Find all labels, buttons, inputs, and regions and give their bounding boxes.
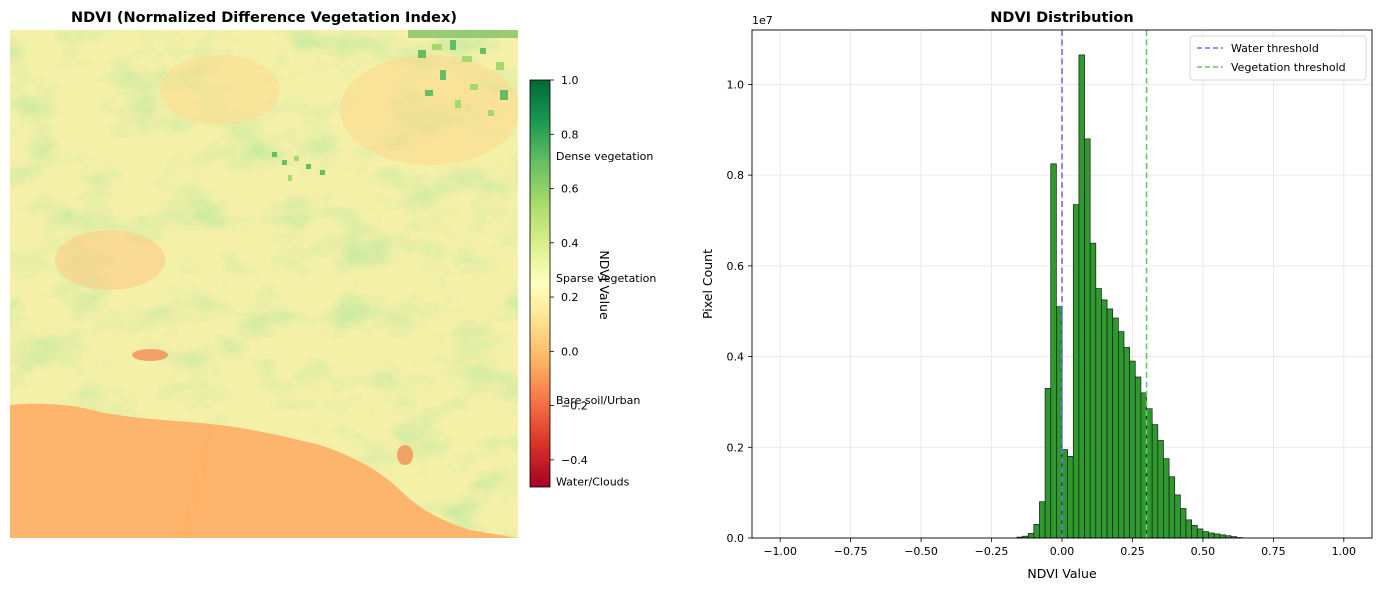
legend-water-label: Water threshold — [1231, 42, 1319, 55]
histogram-bar — [1123, 347, 1130, 539]
histogram-bar — [1095, 288, 1102, 539]
colorbar-annotation: Bare soil/Urban — [556, 394, 640, 407]
histogram-bar — [1174, 494, 1181, 539]
histogram-bar — [1191, 524, 1198, 539]
y-scale-label: 1e7 — [752, 14, 773, 27]
colorbar-ticks: −0.4 −0.2 0.0 0.2 0.4 0.6 0.8 1.0 — [550, 74, 588, 467]
histogram-bar — [1112, 317, 1119, 539]
x-tick-label: 1.00 — [1332, 545, 1357, 558]
colorbar: −0.4 −0.2 0.0 0.2 0.4 0.6 0.8 1.0 Dense vegetat… — [529, 74, 656, 489]
histogram-bar — [1151, 424, 1159, 539]
histogram-bar — [1078, 54, 1085, 539]
x-tick-label: 0.25 — [1120, 545, 1145, 558]
ocean-area — [10, 403, 518, 538]
x-axis-ticks: −1.00 −0.75 −0.50 −0.25 0.00 0.25 0.50 0.75 1.00 — [763, 538, 1356, 558]
histogram-bar — [1044, 387, 1052, 539]
histogram-bar — [1072, 204, 1080, 539]
histogram-bar — [1180, 508, 1187, 539]
colorbar-annotation: Water/Clouds — [556, 476, 630, 489]
histogram-bar — [1202, 531, 1209, 539]
legend: Water threshold Vegetation threshold — [1189, 35, 1367, 81]
y-tick-label: 0.2 — [727, 441, 745, 454]
colorbar-tick-label: 1.0 — [561, 74, 579, 87]
colorbar-gradient — [529, 79, 551, 488]
y-axis-ticks: 0.0 0.2 0.4 0.6 0.8 1.0 — [727, 78, 752, 545]
histogram-title: NDVI Distribution — [990, 10, 1133, 26]
x-tick-label: 0.00 — [1050, 545, 1075, 558]
threshold-lines — [1061, 30, 1148, 538]
colorbar-tick-label: 0.6 — [561, 183, 579, 196]
x-axis-label: NDVI Value — [1027, 566, 1097, 581]
colorbar-tick-label: 0.2 — [561, 291, 579, 304]
histogram-panel: NDVI Distribution −1.00 −0.75 −0.50 −0.25 0.… — [700, 10, 1373, 581]
map-title: NDVI (Normalized Difference Vegetation I… — [71, 10, 457, 26]
colorbar-annotation: Sparse vegetation — [556, 272, 656, 285]
ndvi-map-image — [10, 30, 518, 538]
histogram-bar — [1050, 163, 1057, 539]
histogram-bar — [1157, 440, 1164, 539]
histogram-bar — [1168, 476, 1176, 539]
colorbar-tick-label: −0.4 — [561, 454, 588, 467]
histogram-bar — [1213, 533, 1221, 539]
ndvi-map-panel: NDVI (Normalized Difference Vegetation I… — [10, 10, 656, 538]
histogram-bar — [1134, 376, 1142, 539]
y-axis-label: Pixel Count — [700, 249, 715, 319]
histogram-bar — [1118, 331, 1125, 539]
farm-fields — [272, 30, 518, 181]
x-tick-label: −1.00 — [763, 545, 797, 558]
colorbar-annotation: Dense vegetation — [556, 150, 653, 163]
legend-box — [1189, 35, 1367, 81]
histogram-bar — [1146, 408, 1153, 539]
colorbar-tick-label: −0.2 — [561, 400, 588, 413]
histogram-bar — [1129, 360, 1136, 539]
y-tick-label: 0.4 — [727, 351, 745, 364]
colorbar-tick-label: 0.8 — [561, 128, 579, 141]
y-tick-label: 1.0 — [727, 78, 745, 91]
histogram-bar — [1140, 392, 1147, 539]
colorbar-tick-label: 0.4 — [561, 237, 579, 250]
colorbar-tick-label: 0.0 — [561, 345, 579, 358]
histogram-bar — [1061, 449, 1068, 539]
histogram-bar — [1039, 501, 1046, 539]
y-tick-label: 0.0 — [727, 532, 745, 545]
histogram-bar — [1067, 456, 1074, 539]
histogram-bar — [1101, 299, 1108, 539]
histogram-bar — [1163, 458, 1170, 539]
histogram-bar — [1106, 308, 1114, 539]
histogram-bar — [1089, 242, 1097, 539]
x-tick-label: −0.50 — [904, 545, 938, 558]
x-tick-label: 0.75 — [1261, 545, 1286, 558]
colorbar-annotations: Dense vegetation Sparse vegetation Bare so… — [556, 150, 656, 489]
x-tick-label: −0.25 — [975, 545, 1009, 558]
histogram-bar — [1084, 138, 1091, 539]
histogram-bar — [1033, 524, 1040, 539]
histogram-bar — [1027, 533, 1035, 539]
histogram-bar — [1219, 534, 1226, 539]
x-tick-label: −0.75 — [834, 545, 868, 558]
histogram-bar — [1208, 532, 1215, 539]
histogram-bar — [1196, 528, 1204, 539]
histogram-bars — [1016, 54, 1243, 539]
y-tick-label: 0.8 — [727, 169, 745, 182]
histogram-bar — [1056, 306, 1063, 539]
histogram-bar — [1185, 519, 1192, 539]
legend-vegetation-label: Vegetation threshold — [1231, 61, 1346, 74]
colorbar-label: NDVI Value — [597, 250, 612, 320]
x-tick-label: 0.50 — [1191, 545, 1216, 558]
y-tick-label: 0.6 — [727, 260, 745, 273]
